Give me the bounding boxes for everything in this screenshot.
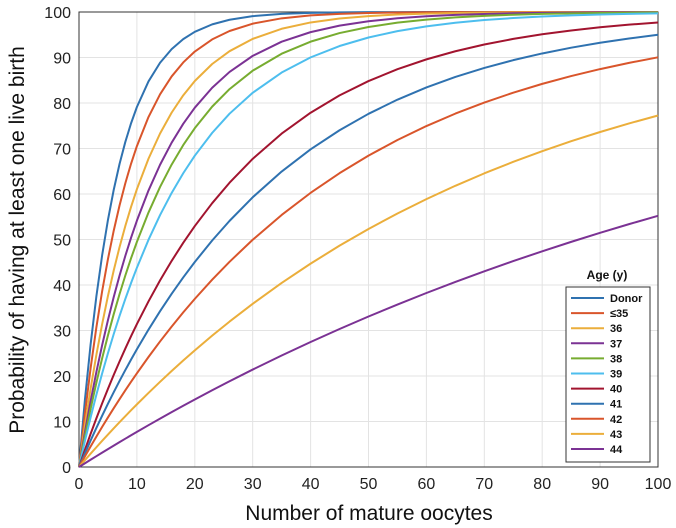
- series-line-2: [78, 11, 659, 468]
- y-tick-label: 50: [53, 233, 71, 250]
- y-tick-label: 10: [53, 415, 71, 432]
- y-tick-label: 30: [53, 324, 71, 341]
- y-tick-label: 100: [44, 5, 71, 22]
- series-line-8: [78, 56, 659, 468]
- legend-label: 41: [610, 399, 622, 411]
- y-tick-label: 0: [62, 460, 71, 477]
- x-tick-label: 50: [360, 476, 378, 493]
- x-tick-label: 40: [302, 476, 320, 493]
- series-line-5: [78, 12, 659, 468]
- legend-label: Donor: [610, 293, 643, 305]
- legend-label: 44: [610, 444, 623, 456]
- series-line-9: [78, 114, 659, 468]
- legend-title: Age (y): [587, 268, 628, 282]
- y-tick-label: 70: [53, 142, 71, 159]
- y-axis-label: Probability of having at least one live …: [6, 46, 29, 434]
- legend: Age (y) Donor ≤35 36 37 38 39 40 41 42 43 44: [565, 268, 651, 463]
- x-tick-label: 30: [244, 476, 262, 493]
- x-tick-label: 100: [645, 476, 672, 493]
- legend-label: 42: [610, 414, 622, 426]
- series-line-3: [78, 11, 659, 468]
- legend-label: 39: [610, 369, 622, 381]
- x-tick-label: 20: [186, 476, 204, 493]
- x-axis-label: Number of mature oocytes: [245, 502, 492, 525]
- legend-label: ≤35: [610, 308, 628, 320]
- legend-label: 43: [610, 429, 622, 441]
- series-line-6: [78, 21, 659, 468]
- x-tick-label: 60: [418, 476, 436, 493]
- legend-label: 40: [610, 384, 622, 396]
- series-lines: [78, 11, 659, 468]
- y-tick-label: 20: [53, 369, 71, 386]
- y-tick-label: 60: [53, 187, 71, 204]
- y-tick-label: 90: [53, 51, 71, 68]
- legend-label: 37: [610, 338, 622, 350]
- y-tick-label: 40: [53, 278, 71, 295]
- y-tick-label: 80: [53, 96, 71, 113]
- x-tick-labels: 0 10 20 30 40 50 60 70 80 90 100: [75, 476, 672, 493]
- x-tick-label: 80: [533, 476, 551, 493]
- series-line-7: [78, 33, 659, 468]
- legend-label: 36: [610, 323, 622, 335]
- x-tick-label: 0: [75, 476, 84, 493]
- x-tick-label: 70: [475, 476, 493, 493]
- series-line-10: [78, 214, 659, 468]
- x-tick-label: 90: [591, 476, 609, 493]
- y-tick-labels: 0 10 20 30 40 50 60 70 80 90 100: [44, 5, 71, 477]
- legend-label: 38: [610, 353, 622, 365]
- series-line-4: [78, 11, 659, 468]
- x-tick-label: 10: [128, 476, 146, 493]
